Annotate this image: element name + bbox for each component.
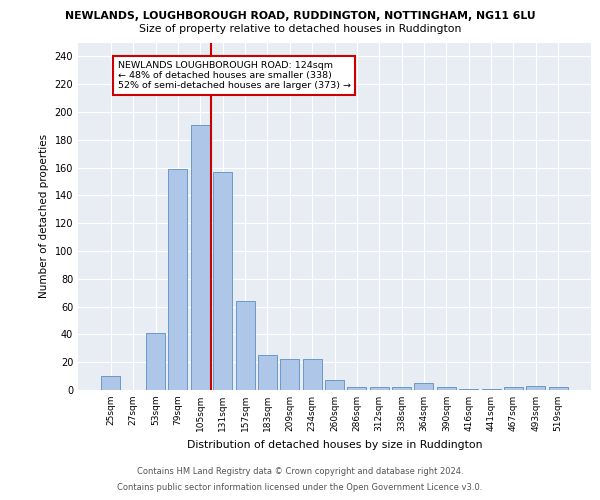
Bar [302, 360, 322, 390]
Bar [280, 360, 299, 390]
Bar [415, 383, 433, 390]
Bar [325, 380, 344, 390]
Bar [101, 376, 121, 390]
Bar [258, 355, 277, 390]
Bar [347, 387, 367, 390]
Bar [392, 387, 411, 390]
Bar [526, 386, 545, 390]
Bar [459, 388, 478, 390]
Text: Contains HM Land Registry data © Crown copyright and database right 2024.: Contains HM Land Registry data © Crown c… [137, 467, 463, 476]
Bar [370, 387, 389, 390]
Bar [236, 301, 254, 390]
Y-axis label: Number of detached properties: Number of detached properties [39, 134, 49, 298]
Bar [213, 172, 232, 390]
Text: NEWLANDS, LOUGHBOROUGH ROAD, RUDDINGTON, NOTTINGHAM, NG11 6LU: NEWLANDS, LOUGHBOROUGH ROAD, RUDDINGTON,… [65, 11, 535, 21]
Bar [504, 387, 523, 390]
Bar [482, 388, 500, 390]
Bar [146, 333, 165, 390]
Bar [437, 387, 456, 390]
Text: Size of property relative to detached houses in Ruddington: Size of property relative to detached ho… [139, 24, 461, 34]
Bar [191, 124, 210, 390]
X-axis label: Distribution of detached houses by size in Ruddington: Distribution of detached houses by size … [187, 440, 482, 450]
Text: Contains public sector information licensed under the Open Government Licence v3: Contains public sector information licen… [118, 484, 482, 492]
Bar [169, 169, 187, 390]
Text: NEWLANDS LOUGHBOROUGH ROAD: 124sqm
← 48% of detached houses are smaller (338)
52: NEWLANDS LOUGHBOROUGH ROAD: 124sqm ← 48%… [118, 60, 350, 90]
Bar [548, 387, 568, 390]
